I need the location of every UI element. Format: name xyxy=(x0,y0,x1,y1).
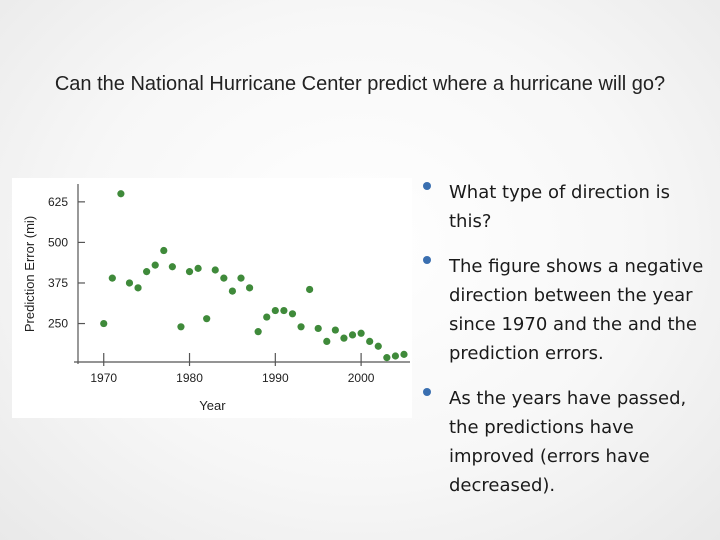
data-point xyxy=(340,334,348,342)
data-point xyxy=(168,263,176,271)
data-point xyxy=(160,246,168,255)
y-tick-label: 625 xyxy=(48,195,68,209)
data-point xyxy=(366,337,374,345)
data-point xyxy=(263,313,271,321)
x-tick-label: 1970 xyxy=(90,371,117,385)
data-point xyxy=(254,328,262,336)
data-point xyxy=(314,324,322,333)
data-point xyxy=(280,306,288,315)
data-point xyxy=(237,274,245,282)
data-point xyxy=(348,331,357,339)
x-axis-label: Year xyxy=(199,398,226,413)
data-point xyxy=(374,342,382,350)
y-tick-label: 500 xyxy=(48,235,68,249)
bullet-text: The figure shows a negative direction be… xyxy=(449,256,704,364)
data-point xyxy=(143,268,151,276)
bullet-list: What type of direction is this? The figu… xyxy=(418,178,708,516)
bullet-item: What type of direction is this? xyxy=(418,178,708,236)
x-tick-label: 2000 xyxy=(348,371,375,385)
data-point xyxy=(177,323,185,331)
data-point xyxy=(151,261,159,269)
y-tick-label: 375 xyxy=(48,276,68,290)
y-tick-label: 250 xyxy=(48,317,68,331)
data-point xyxy=(297,323,305,331)
slide-title: Can the National Hurricane Center predic… xyxy=(54,73,666,95)
data-point xyxy=(245,284,254,292)
data-point xyxy=(323,337,331,345)
data-point xyxy=(220,274,228,282)
x-tick-label: 1990 xyxy=(262,371,289,385)
data-point xyxy=(357,329,365,337)
data-point xyxy=(211,266,219,274)
data-point xyxy=(203,315,211,323)
data-point xyxy=(125,279,134,287)
bullet-dot-icon xyxy=(423,182,431,190)
data-point xyxy=(185,268,194,276)
bullet-dot-icon xyxy=(423,388,431,396)
data-point xyxy=(108,274,116,282)
chart-canvas: 250 375 500 625 1970 1980 1990 2000 Year Predicti… xyxy=(22,184,410,413)
data-point xyxy=(391,352,400,360)
data-point xyxy=(400,350,408,358)
data-point xyxy=(100,319,108,328)
data-point xyxy=(134,284,142,292)
data-point xyxy=(331,326,339,334)
bullet-text: As the years have passed, the prediction… xyxy=(449,388,687,496)
data-point xyxy=(383,354,391,362)
bullet-item: As the years have passed, the prediction… xyxy=(418,384,708,500)
x-tick-label: 1980 xyxy=(176,371,203,385)
data-point xyxy=(306,285,314,294)
y-axis-label: Prediction Error (mi) xyxy=(22,216,37,332)
data-point xyxy=(288,310,297,318)
data-point xyxy=(117,190,125,198)
bullet-text: What type of direction is this? xyxy=(449,182,671,232)
data-point xyxy=(228,287,237,295)
data-point xyxy=(194,264,202,272)
scatter-chart: 250 375 500 625 1970 1980 1990 2000 Year Predicti… xyxy=(12,178,412,418)
bullet-item: The figure shows a negative direction be… xyxy=(418,252,708,368)
bullet-dot-icon xyxy=(423,256,431,264)
data-point xyxy=(271,306,279,315)
